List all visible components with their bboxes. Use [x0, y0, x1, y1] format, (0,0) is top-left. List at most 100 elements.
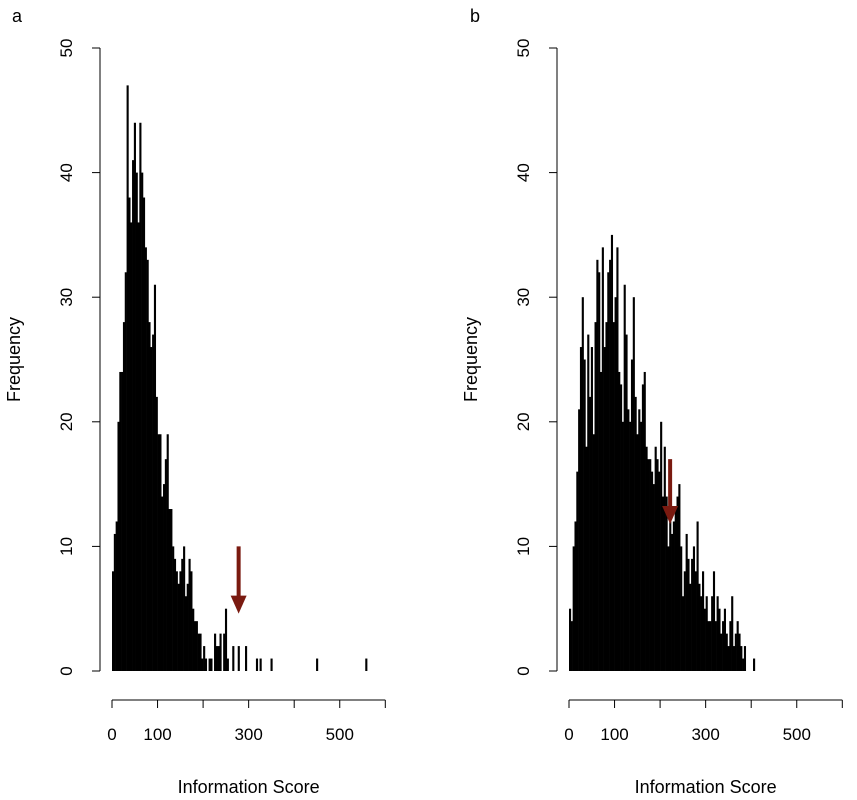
histogram-bar	[732, 646, 736, 671]
histogram-bar	[124, 272, 127, 671]
histogram-bar	[179, 571, 182, 671]
panel-label-a: a	[12, 6, 23, 26]
histogram-bar	[201, 658, 204, 671]
histogram-bar	[259, 658, 262, 671]
histogram-bar	[232, 646, 235, 671]
histogram-bar	[170, 509, 173, 671]
histogram-bar	[587, 334, 590, 671]
histogram-bar	[740, 646, 743, 671]
histogram-bar	[157, 434, 160, 671]
histogram-bar	[734, 633, 737, 671]
histogram-bar	[707, 621, 710, 671]
histogram-bar	[722, 621, 725, 671]
histogram-bar	[623, 284, 626, 671]
histogram-bar	[195, 621, 198, 671]
histogram-bar	[177, 583, 180, 671]
histogram-bar	[168, 509, 171, 671]
histogram-bar	[255, 658, 259, 671]
histogram-bar	[193, 621, 197, 671]
histogram-bar	[652, 484, 655, 671]
histogram-bar	[204, 658, 208, 671]
histogram-bar	[112, 571, 115, 671]
histogram-bar	[636, 434, 639, 671]
histogram-bar	[620, 384, 623, 671]
histogram-bar	[585, 446, 588, 671]
histogram-bar	[153, 284, 157, 671]
histogram-bar	[589, 396, 592, 671]
histogram-bar	[616, 247, 619, 672]
histogram-bar	[237, 646, 240, 671]
x-tick-label: 500	[783, 725, 811, 744]
histogram-bar	[667, 546, 670, 671]
histogram-bar	[680, 546, 683, 671]
y-axis-title: Frequency	[4, 317, 24, 402]
histogram-bar	[155, 396, 158, 671]
histogram-bar	[590, 347, 593, 671]
histogram-bar	[219, 633, 222, 671]
histogram-bar	[148, 322, 151, 671]
y-tick-label: 50	[514, 39, 533, 58]
histogram-bar	[711, 596, 714, 671]
histogram-bar	[245, 646, 248, 671]
histogram-bar	[215, 646, 218, 671]
histogram-bar	[703, 608, 706, 671]
histogram-bar	[226, 658, 229, 671]
x-tick-label: 300	[691, 725, 719, 744]
histogram-bar	[656, 459, 659, 671]
histogram-bar	[137, 222, 140, 671]
histogram-bar	[184, 596, 187, 671]
y-tick-label: 10	[514, 537, 533, 556]
histogram-bar	[720, 633, 723, 671]
histogram-bar	[663, 446, 666, 671]
histogram-bar	[702, 571, 705, 671]
histogram-bar	[727, 646, 730, 671]
histogram-bar	[621, 421, 624, 671]
histogram-bar	[692, 546, 696, 671]
histogram-bar	[583, 359, 586, 671]
y-tick-label: 30	[57, 288, 76, 307]
x-axis-title: Information Score	[635, 777, 777, 797]
histogram-bar	[738, 633, 741, 671]
histogram-bar	[144, 247, 147, 672]
histogram-bar	[601, 247, 604, 672]
histogram-bar	[598, 272, 601, 671]
histogram-bar	[712, 571, 716, 671]
x-axis-title: Information Score	[178, 777, 320, 797]
histogram-bar	[665, 496, 668, 671]
histogram-bar	[576, 471, 579, 671]
y-tick-label: 10	[57, 537, 76, 556]
histogram-bar	[130, 222, 133, 671]
histogram-bar	[141, 172, 144, 671]
histogram-bar	[687, 558, 690, 671]
histogram-bar	[199, 633, 202, 671]
histogram-bar	[614, 297, 617, 671]
histogram-bar	[592, 434, 595, 671]
histogram-bar	[742, 658, 745, 671]
histogram-bar	[224, 608, 228, 671]
histogram-bar	[173, 558, 177, 671]
y-tick-label: 20	[57, 412, 76, 431]
histogram-bar	[163, 484, 166, 671]
histogram-bar	[126, 85, 129, 671]
histogram-bar	[691, 558, 694, 671]
histogram-bar	[729, 621, 732, 671]
histogram-bar	[612, 322, 615, 671]
histogram-bar	[610, 234, 614, 671]
histogram-bar	[689, 583, 692, 671]
y-tick-label: 30	[514, 288, 533, 307]
histogram-bar	[716, 596, 719, 671]
histogram-bar	[672, 521, 675, 671]
histogram-bar	[607, 272, 610, 671]
histogram-bar	[647, 459, 650, 671]
histogram-bar	[599, 371, 603, 671]
x-tick-label: 500	[326, 725, 354, 744]
histogram-bar	[192, 608, 195, 671]
histogram-bar	[150, 347, 153, 671]
histogram-bar	[214, 633, 217, 671]
histogram-bar	[161, 496, 164, 671]
y-tick-label: 40	[514, 163, 533, 182]
histogram-bar	[188, 558, 191, 671]
x-tick-label: 100	[600, 725, 628, 744]
